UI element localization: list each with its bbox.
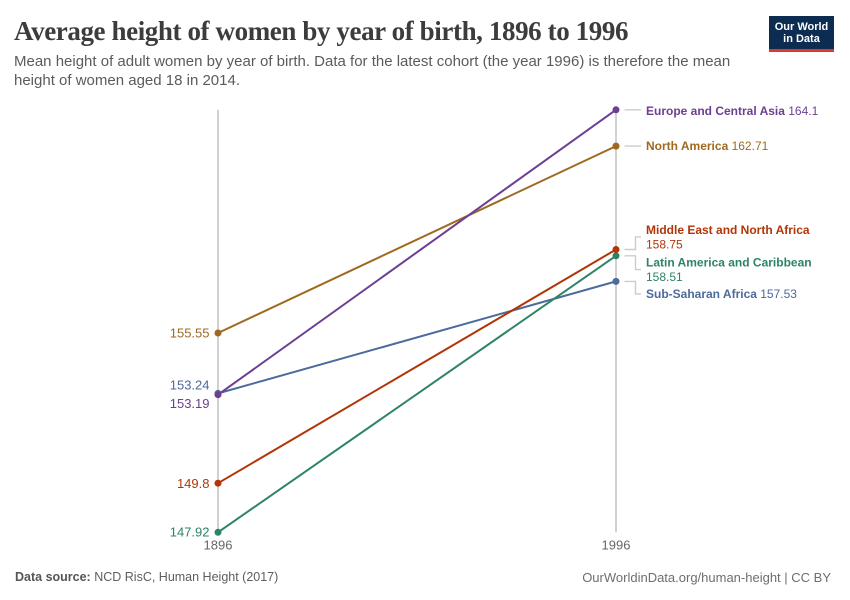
svg-text:North America 162.71: North America 162.71 bbox=[646, 139, 769, 153]
svg-text:153.24: 153.24 bbox=[170, 378, 210, 393]
svg-text:149.8: 149.8 bbox=[177, 476, 210, 491]
svg-text:1896: 1896 bbox=[204, 537, 233, 552]
svg-text:1996: 1996 bbox=[602, 537, 631, 552]
svg-text:147.92: 147.92 bbox=[170, 525, 210, 540]
svg-text:158.51: 158.51 bbox=[646, 270, 683, 284]
svg-text:Sub-Saharan Africa 157.53: Sub-Saharan Africa 157.53 bbox=[646, 287, 797, 301]
svg-text:Latin America and Caribbean: Latin America and Caribbean bbox=[646, 255, 812, 269]
svg-text:158.75: 158.75 bbox=[646, 237, 683, 251]
svg-text:Europe and Central Asia 164.1: Europe and Central Asia 164.1 bbox=[646, 104, 819, 118]
svg-text:155.55: 155.55 bbox=[170, 326, 210, 341]
svg-text:153.19: 153.19 bbox=[170, 396, 210, 411]
svg-text:Middle East and North Africa: Middle East and North Africa bbox=[646, 223, 810, 237]
